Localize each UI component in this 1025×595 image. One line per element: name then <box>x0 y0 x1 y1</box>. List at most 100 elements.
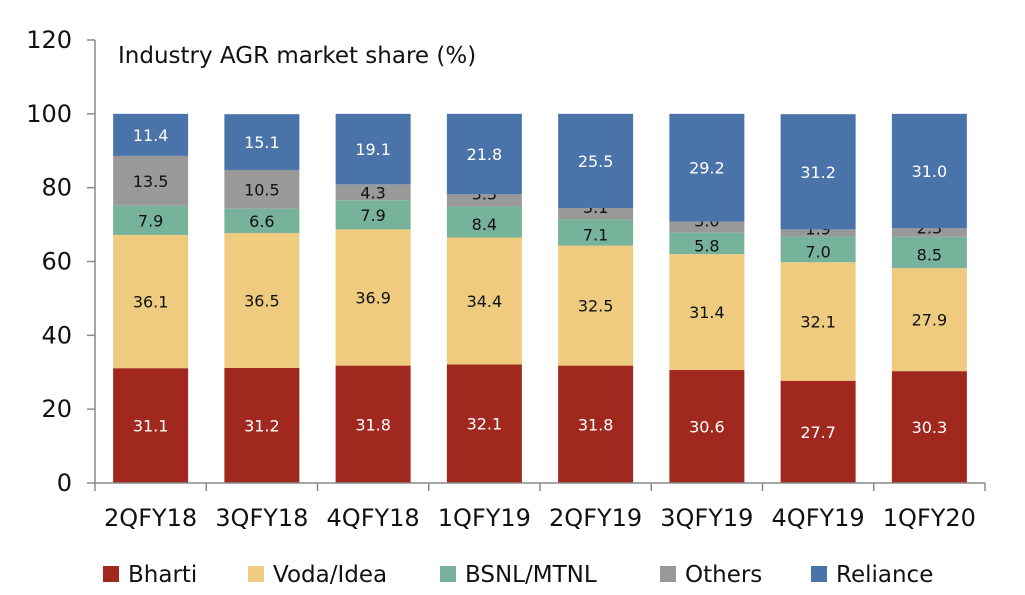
bar-segment <box>558 113 634 208</box>
bar-segment <box>446 194 522 207</box>
bar-segment <box>113 205 189 235</box>
legend-label: BSNL/MTNL <box>465 562 597 588</box>
category-label: 2QFY19 <box>549 504 642 532</box>
bar-segment <box>224 367 300 483</box>
bar-value-label: 32.1 <box>800 312 836 331</box>
bar-value-label: 31.0 <box>912 162 948 181</box>
bar-segment <box>891 268 967 372</box>
bar-segment <box>446 237 522 365</box>
bar-value-label: 29.2 <box>689 159 725 178</box>
legend: Bharti Voda/Idea BSNL/MTNL Others Reliance <box>103 562 933 588</box>
bar-value-label: 30.3 <box>912 418 948 437</box>
bar-value-label: 31.2 <box>244 416 280 435</box>
bar-segment <box>113 234 189 369</box>
category-label: 1QFY20 <box>883 504 976 532</box>
bar-value-label: 7.9 <box>360 206 385 225</box>
bar-value-label: 11.4 <box>133 126 169 145</box>
bar-segment <box>891 371 967 483</box>
bar-segment <box>891 113 967 229</box>
legend-label: Reliance <box>836 562 933 588</box>
legend-swatch <box>660 566 676 582</box>
bar-value-label: 8.4 <box>472 215 497 234</box>
legend-label: Bharti <box>128 562 197 588</box>
legend-swatch <box>440 566 456 582</box>
category-label: 4QFY18 <box>327 504 420 532</box>
bar-value-label: 19.1 <box>355 140 391 159</box>
y-axis-ticks: 0 20 40 60 80 100 120 <box>26 26 96 497</box>
bar-segment <box>224 114 300 170</box>
legend-label: Voda/Idea <box>273 562 387 588</box>
bar-segment <box>780 380 856 483</box>
bar-segment <box>446 206 522 238</box>
bar-value-label: 32.1 <box>467 415 503 434</box>
bar-value-label: 7.1 <box>583 226 608 245</box>
category-label: 1QFY19 <box>438 504 531 532</box>
bar-segment <box>891 236 967 269</box>
legend-swatch <box>248 566 264 582</box>
bar-value-label: 31.2 <box>800 163 836 182</box>
bar-segment <box>335 184 411 201</box>
bar-value-label: 21.8 <box>467 145 503 164</box>
bar-value-label: 34.4 <box>467 292 503 311</box>
bar-value-label: 36.9 <box>355 288 391 307</box>
category-label: 3QFY18 <box>215 504 308 532</box>
bar-segment <box>224 169 300 209</box>
bar-value-label: 31.1 <box>133 417 169 436</box>
category-label: 3QFY19 <box>660 504 753 532</box>
legend-swatch <box>811 566 827 582</box>
bar-segment <box>335 365 411 483</box>
bar-segment <box>224 233 300 368</box>
x-axis-labels: 2QFY18 3QFY18 4QFY18 1QFY19 2QFY19 3QFY19 4QFY… <box>104 504 976 532</box>
bar-segment <box>446 113 522 195</box>
bar-value-label: 30.6 <box>689 418 725 437</box>
bar-segment <box>780 229 856 237</box>
bar-segment <box>780 236 856 263</box>
bar-segment <box>113 368 189 483</box>
category-label: 4QFY19 <box>772 504 865 532</box>
y-tick-label: 40 <box>41 321 72 349</box>
bar-value-label: 27.9 <box>912 311 948 330</box>
bar-value-label: 13.5 <box>133 172 169 191</box>
bar-segment <box>669 113 745 222</box>
bar-value-label: 31.8 <box>578 415 614 434</box>
bar-segment <box>335 113 411 185</box>
legend-swatch <box>103 566 119 582</box>
y-tick-label: 80 <box>41 174 72 202</box>
bar-segment <box>558 245 634 366</box>
bar-segment <box>558 207 634 220</box>
bar-segment <box>224 208 300 234</box>
bar-value-label: 32.5 <box>578 297 614 316</box>
x-axis-ticks <box>94 483 986 491</box>
category-label: 2QFY18 <box>104 504 197 532</box>
bar-value-label: 8.5 <box>917 245 942 264</box>
bar-segment <box>446 364 522 483</box>
bar-segment <box>669 370 745 483</box>
bar-segment <box>891 228 967 237</box>
bar-segment <box>669 221 745 233</box>
bar-value-label: 36.1 <box>133 293 169 312</box>
bar-segment <box>780 114 856 230</box>
bar-segment <box>669 232 745 255</box>
bar-value-label: 6.6 <box>249 212 274 231</box>
y-tick-label: 120 <box>26 26 72 54</box>
bar-value-label: 10.5 <box>244 180 280 199</box>
bar-segment <box>780 262 856 381</box>
bar-value-label: 15.1 <box>244 133 280 152</box>
y-tick-label: 60 <box>41 248 72 276</box>
bar-value-label: 27.7 <box>800 423 836 442</box>
bar-value-label: 36.5 <box>244 291 280 310</box>
bar-segment <box>558 219 634 246</box>
bar-stacks: 31.1 36.1 7.9 13.5 11.4 31.2 36.5 6.6 10.5 15.1 31… <box>113 113 967 483</box>
y-tick-label: 0 <box>57 469 72 497</box>
bar-segment <box>335 200 411 230</box>
bar-segment <box>669 254 745 371</box>
y-tick-label: 20 <box>41 395 72 423</box>
chart-title: Industry AGR market share (%) <box>118 43 476 69</box>
bar-value-label: 25.5 <box>578 152 614 171</box>
bar-value-label: 7.0 <box>805 242 830 261</box>
bar-value-label: 31.8 <box>355 415 391 434</box>
bar-segment <box>558 365 634 483</box>
legend-label: Others <box>685 562 762 588</box>
